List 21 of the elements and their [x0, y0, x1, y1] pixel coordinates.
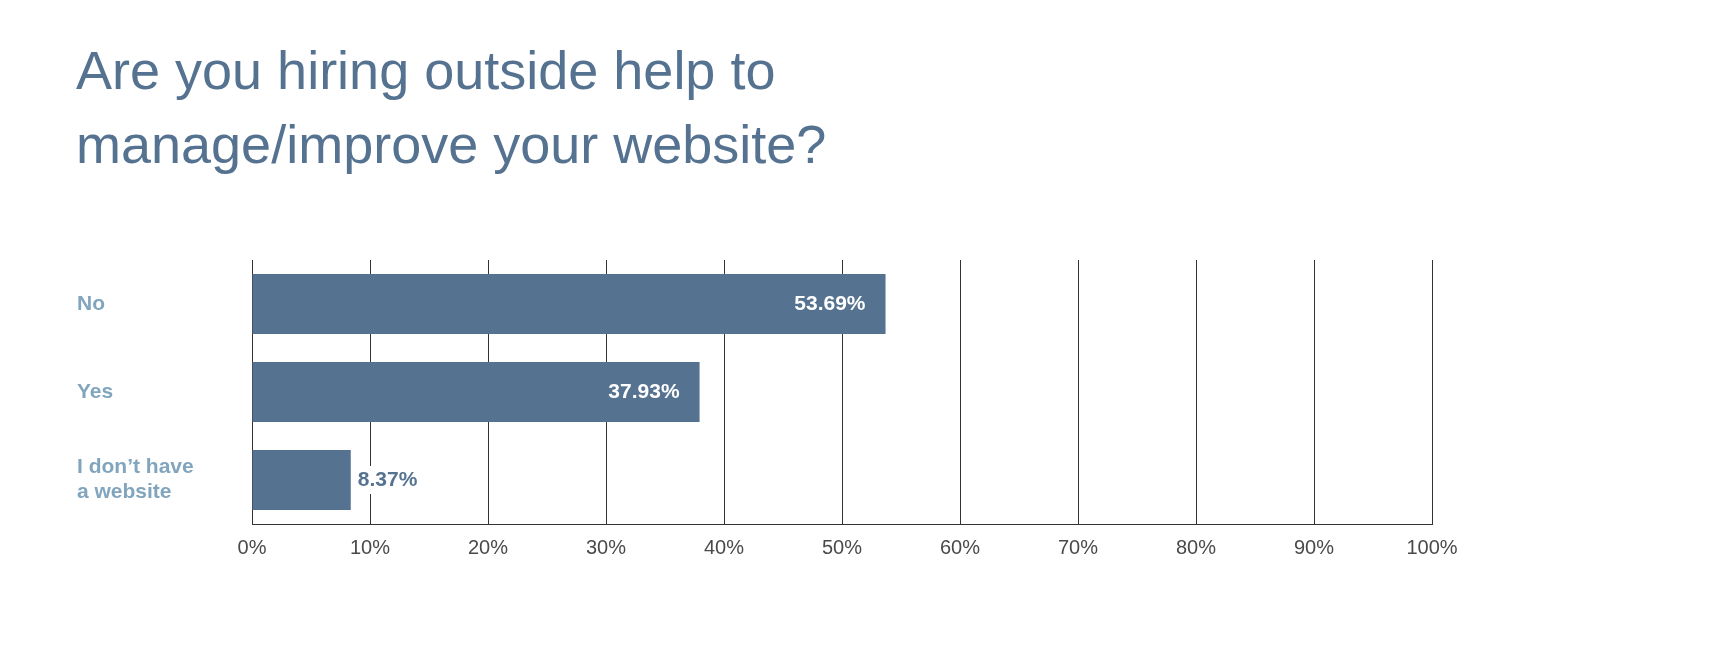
x-tick-label: 70%	[1057, 535, 1099, 558]
data-label: 8.37%	[357, 466, 418, 490]
x-tick-label: 20%	[467, 535, 509, 558]
x-tick-label: 30%	[585, 535, 627, 558]
bar	[252, 362, 700, 422]
chart-title: Are you hiring outside help to manage/improve your website?	[76, 39, 828, 176]
data-label: 53.69%	[794, 290, 866, 314]
x-tick-label: 100%	[1406, 535, 1458, 558]
y-tick-label: I don’t have a website	[77, 454, 194, 503]
y-tick-label: Yes	[77, 378, 114, 402]
bar	[252, 274, 886, 334]
x-tick-label: 10%	[349, 535, 391, 558]
bar	[252, 450, 351, 510]
x-tick-label: 40%	[703, 535, 745, 558]
x-tick-label: 60%	[939, 535, 981, 558]
x-tick-label: 50%	[821, 535, 863, 558]
x-tick-label: 0%	[237, 535, 267, 558]
x-tick-label: 80%	[1175, 535, 1217, 558]
y-tick-label: No	[77, 290, 105, 314]
x-tick-label: 90%	[1293, 535, 1335, 558]
data-label: 37.93%	[608, 378, 680, 402]
